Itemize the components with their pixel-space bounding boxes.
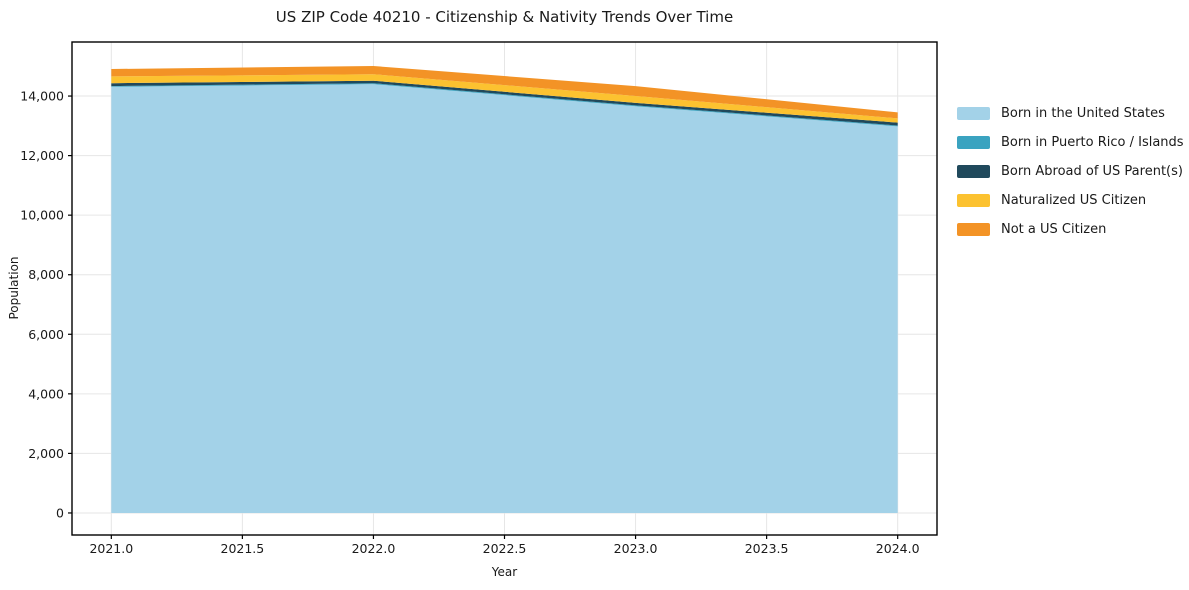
legend-item: Born in the United States [957,99,1184,128]
x-tick-label: 2021.5 [221,541,265,556]
legend-item: Naturalized US Citizen [957,186,1184,215]
legend-swatch-born-in-puerto-rico [957,136,990,149]
x-tick-label: 2024.0 [876,541,920,556]
y-axis-label: Population [7,256,21,320]
y-tick-label: 6,000 [28,327,64,342]
legend-label: Not a US Citizen [1001,222,1107,237]
area-series-0 [111,84,898,513]
y-tick-label: 12,000 [20,148,64,163]
legend: Born in the United States Born in Puerto… [957,99,1184,244]
x-tick-label: 2023.0 [614,541,658,556]
legend-label: Born Abroad of US Parent(s) [1001,164,1183,179]
legend-swatch-born-in-us [957,107,990,120]
legend-swatch-born-abroad [957,165,990,178]
area-series-2 [111,80,898,126]
area-series-4 [111,66,898,119]
x-tick-label: 2021.0 [89,541,133,556]
legend-item: Born Abroad of US Parent(s) [957,157,1184,186]
legend-label: Born in the United States [1001,106,1165,121]
legend-swatch-naturalized [957,194,990,207]
chart-title: US ZIP Code 40210 - Citizenship & Nativi… [275,8,734,26]
y-tick-label: 2,000 [28,446,64,461]
y-tick-label: 4,000 [28,386,64,401]
legend-item: Not a US Citizen [957,215,1184,244]
x-axis-label: Year [491,565,518,579]
y-tick-label: 10,000 [20,208,64,223]
legend-swatch-not-citizen [957,223,990,236]
legend-label: Naturalized US Citizen [1001,193,1147,208]
legend-item: Born in Puerto Rico / Islands [957,128,1184,157]
x-tick-label: 2022.5 [483,541,527,556]
legend-label: Born in Puerto Rico / Islands [1001,135,1184,150]
y-tick-label: 0 [56,505,64,520]
x-tick-label: 2023.5 [745,541,789,556]
y-tick-label: 8,000 [28,267,64,282]
y-tick-label: 14,000 [20,89,64,104]
x-tick-label: 2022.0 [352,541,396,556]
area-series-3 [111,74,898,123]
